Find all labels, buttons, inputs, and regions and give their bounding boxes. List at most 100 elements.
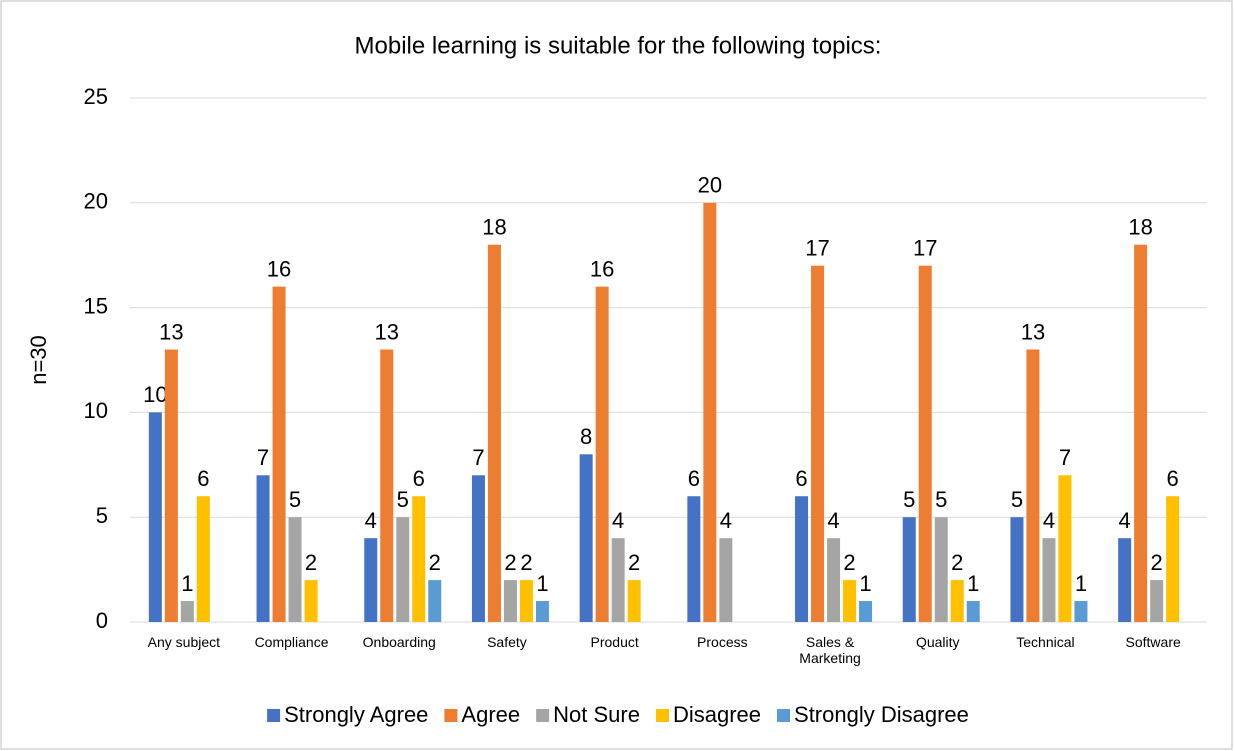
bar [595,286,609,622]
bar [1150,580,1164,622]
data-label: 13 [159,319,183,344]
x-tick-label: Quality [915,634,960,650]
data-label: 16 [267,256,291,281]
bar [687,496,701,622]
data-label: 6 [1167,466,1179,491]
bar [272,286,286,622]
data-label: 4 [612,508,624,533]
data-label: 1 [967,571,979,596]
legend-label: Strongly Disagree [794,702,969,727]
legend-label: Disagree [673,702,761,727]
data-label: 20 [698,173,722,198]
bar [811,265,825,622]
data-label: 6 [197,466,209,491]
data-label: 2 [951,550,963,575]
bar [535,601,549,622]
data-label: 6 [795,466,807,491]
data-label: 4 [720,508,732,533]
data-label: 10 [143,382,167,407]
bar [428,580,442,622]
data-label: 1 [1075,571,1087,596]
bar [918,265,932,622]
data-label: 5 [289,487,301,512]
y-tick-label: 20 [84,189,108,214]
bar [1010,517,1024,622]
bar [719,538,733,622]
bar [950,580,964,622]
bar [396,517,410,622]
data-label: 13 [375,319,399,344]
bar [627,580,641,622]
bar [966,601,980,622]
x-tick-label: Onboarding [362,634,436,650]
data-label: 2 [520,550,532,575]
bar [1118,538,1132,622]
bar [1134,244,1148,622]
x-tick-label: Product [590,634,639,650]
data-label: 7 [257,445,269,470]
y-tick-label: 0 [96,608,108,633]
data-label: 6 [413,466,425,491]
bar [859,601,873,622]
bar [364,538,378,622]
bar [843,580,857,622]
legend-label: Not Sure [553,702,640,727]
x-tick-label: Process [697,634,748,650]
bar [579,454,593,622]
bar [902,517,916,622]
bar [1074,601,1088,622]
x-tick-label: Sales & Marketing [799,634,861,666]
data-label: 4 [827,508,839,533]
bar [1058,475,1072,622]
legend-swatch [267,709,281,722]
bar [412,496,426,622]
data-label: 4 [1119,508,1131,533]
data-label: 8 [580,424,592,449]
bar [196,496,210,622]
data-label: 4 [365,508,377,533]
data-label: 5 [397,487,409,512]
data-label: 18 [482,215,506,240]
bar [1166,496,1180,622]
data-label: 7 [1059,445,1071,470]
bar [380,349,394,622]
data-label: 1 [536,571,548,596]
data-label: 2 [305,550,317,575]
y-tick-label: 5 [96,503,108,528]
bar [304,580,318,622]
bar [1042,538,1056,622]
bar [180,601,194,622]
x-tick-label: Compliance [254,634,329,650]
data-label: 2 [628,550,640,575]
bar [256,475,270,622]
data-label: 4 [1043,508,1055,533]
data-label: 6 [688,466,700,491]
bar [503,580,517,622]
data-label: 2 [1151,550,1163,575]
legend-label: Agree [461,702,520,727]
bar [288,517,302,622]
legend-label: Strongly Agree [284,702,428,727]
data-label: 2 [843,550,855,575]
bar [827,538,841,622]
bar [1026,349,1040,622]
legend-swatch [777,709,791,722]
x-tick-label: Safety [487,634,527,650]
data-label: 16 [590,256,614,281]
y-tick-label: 25 [84,84,108,109]
legend-swatch [655,709,669,722]
bar [934,517,948,622]
bar [164,349,178,622]
data-label: 1 [859,571,871,596]
bar [519,580,533,622]
bar [795,496,809,622]
data-label: 18 [1128,215,1152,240]
legend-swatch [536,709,550,722]
y-axis-label: n=30 [26,335,51,385]
data-label: 17 [913,235,937,260]
bar [471,475,485,622]
bar [703,202,717,623]
data-label: 5 [903,487,915,512]
